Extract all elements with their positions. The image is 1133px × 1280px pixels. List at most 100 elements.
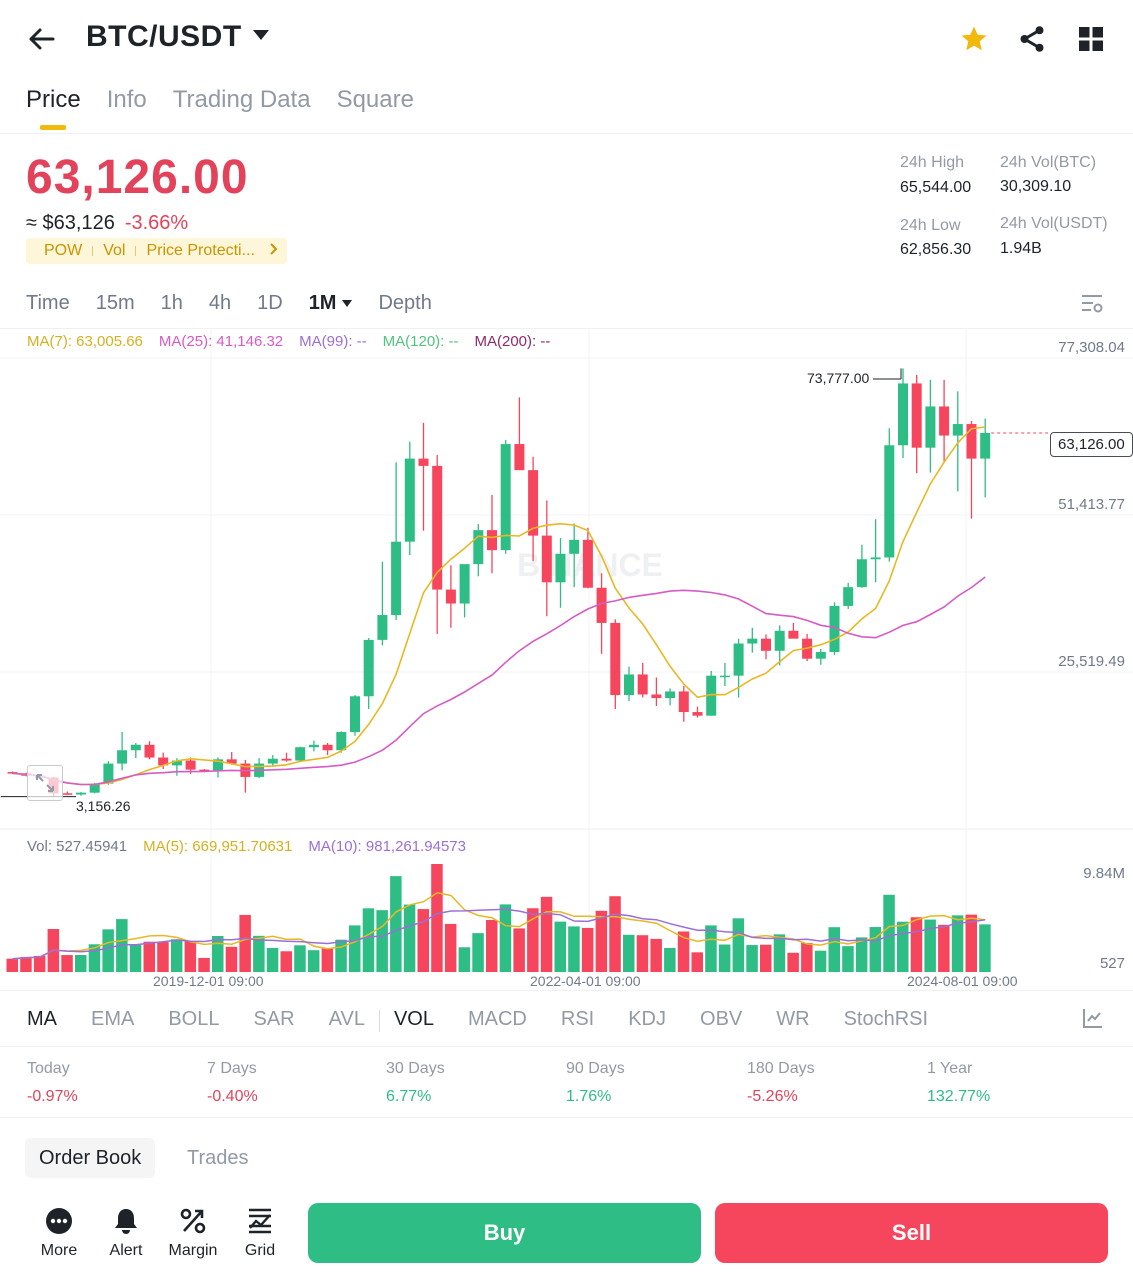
indicator-vol[interactable]: VOL	[393, 1008, 434, 1030]
volume-bar	[869, 927, 882, 972]
candle-body	[158, 757, 169, 766]
interval-1h[interactable]: 1h	[160, 292, 183, 314]
chart-top-divider	[0, 328, 1133, 329]
volume-bar	[198, 957, 210, 972]
candle-body	[391, 541, 402, 616]
volume-bar	[883, 894, 895, 972]
candle-body	[295, 747, 306, 761]
percent-icon	[163, 1206, 223, 1236]
candle-body	[856, 559, 867, 588]
tab-trading-data[interactable]: Trading Data	[172, 86, 311, 113]
share-icon[interactable]	[1017, 24, 1047, 59]
candle-body	[541, 535, 552, 583]
candle-body	[596, 587, 607, 623]
ma7-label: MA(7): 63,005.66	[27, 333, 143, 350]
back-icon[interactable]	[26, 24, 56, 54]
volume-bar	[650, 938, 662, 972]
buy-button[interactable]: Buy	[308, 1203, 701, 1263]
volume-bar	[6, 958, 18, 972]
candle-body	[774, 630, 785, 651]
alert-button[interactable]: Alert	[96, 1206, 156, 1260]
volume-bar	[184, 941, 197, 972]
indicator-kdj[interactable]: KDJ	[628, 1008, 667, 1030]
volume-bar	[581, 927, 594, 972]
interval-15m[interactable]: 15m	[95, 292, 135, 314]
tag-price-protection[interactable]: Price Protecti...	[146, 242, 255, 259]
candle-body	[829, 605, 840, 653]
volume-bar	[595, 910, 608, 972]
current-price-tag-value: 63,126.00	[1058, 436, 1125, 453]
tag-vol[interactable]: Vol	[103, 242, 126, 259]
grid-menu-icon[interactable]	[1078, 26, 1104, 57]
volume-bar	[664, 947, 676, 972]
perf-label: 7 Days	[207, 1060, 257, 1077]
tab-square[interactable]: Square	[336, 86, 414, 113]
indicator-ema[interactable]: EMA	[91, 1008, 135, 1030]
interval-depth[interactable]: Depth	[378, 292, 432, 314]
alert-label: Alert	[109, 1242, 143, 1259]
candle-body	[980, 432, 991, 459]
candle-body	[185, 760, 196, 770]
stat-volusdt-label: 24h Vol(USDT)	[1000, 215, 1108, 232]
volume-bar	[814, 950, 827, 972]
candle-body	[459, 564, 470, 604]
interval-1m[interactable]: 1M	[309, 292, 353, 315]
candle-body	[473, 530, 484, 565]
pair-selector[interactable]: BTC/USDT	[86, 20, 270, 54]
candle-body	[336, 732, 347, 751]
candle-body	[514, 444, 525, 471]
volume-bar	[129, 945, 142, 972]
candle-body	[665, 691, 676, 699]
indicator-wr[interactable]: WR	[776, 1008, 810, 1030]
volume-bar	[801, 943, 813, 972]
vol-axis-label: 9.84M	[1083, 865, 1125, 882]
tab-info[interactable]: Info	[106, 86, 147, 113]
candle-body	[528, 470, 539, 536]
indicator-rsi[interactable]: RSI	[560, 1008, 595, 1030]
expand-chart-icon[interactable]	[27, 765, 63, 801]
interval-4h[interactable]: 4h	[208, 292, 232, 314]
more-button[interactable]: More	[29, 1206, 89, 1260]
volume-bar	[88, 944, 101, 972]
indicator-obv[interactable]: OBV	[700, 1008, 743, 1030]
interval-1d[interactable]: 1D	[257, 292, 283, 314]
perf-label: Today	[27, 1060, 70, 1077]
interval-time[interactable]: Time	[26, 292, 70, 314]
vol-legend: Vol: 527.45941 MA(5): 669,951.70631 MA(1…	[27, 838, 466, 855]
indicator-ma[interactable]: MA	[27, 1008, 57, 1030]
indicator-avl[interactable]: AVL	[328, 1008, 365, 1030]
tab-order-book[interactable]: Order Book	[25, 1138, 156, 1178]
perf-180d: 180 Days -5.26%	[747, 1060, 815, 1106]
grid-button[interactable]: Grid	[230, 1206, 290, 1260]
candle-body	[363, 639, 374, 697]
tab-price[interactable]: Price	[26, 86, 81, 130]
volume-bar	[773, 934, 786, 972]
margin-button[interactable]: Margin	[163, 1206, 223, 1260]
sell-button[interactable]: Sell	[715, 1203, 1108, 1263]
price-sub: ≈ $63,126 -3.66%	[26, 212, 188, 235]
tag-pow[interactable]: POW	[44, 242, 83, 259]
indicator-boll[interactable]: BOLL	[168, 1008, 220, 1030]
indicator-settings-icon[interactable]	[1082, 1007, 1104, 1034]
star-icon[interactable]	[959, 24, 989, 59]
volume-bar	[705, 925, 717, 972]
indicator-macd[interactable]: MACD	[467, 1008, 527, 1030]
volume-bar	[376, 910, 388, 972]
caret-down-icon	[342, 300, 353, 307]
candlestick-chart[interactable]: BINANCE	[0, 329, 1133, 994]
indicator-sar[interactable]: SAR	[253, 1008, 295, 1030]
indicator-stochrsi[interactable]: StochRSI	[843, 1008, 929, 1030]
candle-body	[624, 674, 634, 696]
volume-bar	[335, 939, 347, 972]
volume-bar	[170, 939, 183, 972]
volume-bar	[828, 927, 840, 972]
tag-strip[interactable]: POW Vol Price Protecti...	[26, 238, 287, 264]
chart-settings-icon[interactable]	[1080, 292, 1104, 321]
candle-body	[788, 630, 799, 639]
pair-title: BTC/USDT	[86, 20, 242, 53]
tab-trades[interactable]: Trades	[187, 1146, 249, 1169]
ma25-label: MA(25): 41,146.32	[158, 333, 284, 350]
candle-body	[76, 792, 86, 795]
candle-body	[733, 643, 744, 676]
candle-body	[281, 758, 292, 761]
